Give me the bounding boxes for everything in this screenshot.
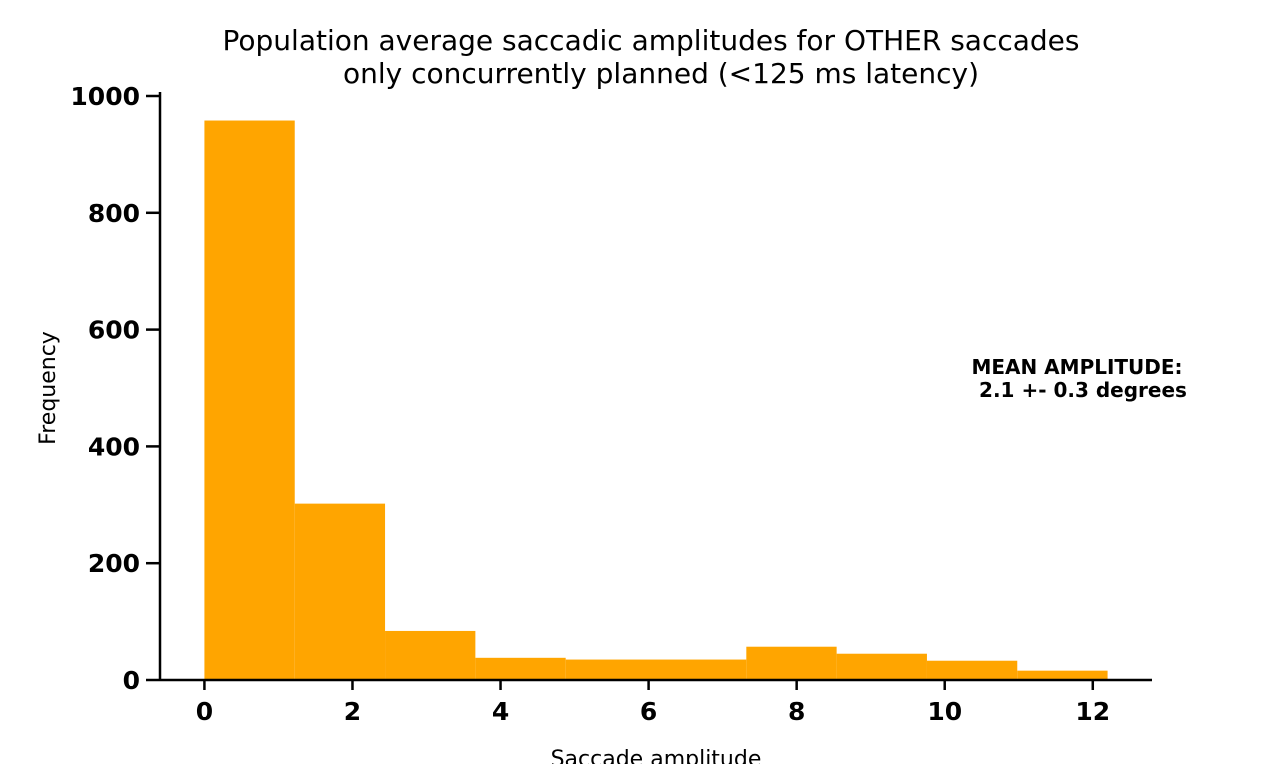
axes-group [158,92,1152,682]
x-tick-label: 4 [492,697,509,726]
bars-group [204,120,1108,680]
chart-title-line-1: Population average saccadic amplitudes f… [223,24,1080,57]
y-tick-label: 1000 [70,82,140,111]
y-tick-label: 400 [88,432,140,461]
x-tick-label: 6 [640,697,657,726]
x-tick-label: 10 [927,697,962,726]
mean-amplitude-annotation-line-1: MEAN AMPLITUDE: [971,355,1182,379]
x-tick-label: 12 [1075,697,1110,726]
mean-amplitude-annotation-line-2: 2.1 +- 0.3 degrees [979,378,1187,402]
histogram-bar [656,659,747,680]
y-ticks-group: 0 200 400 600 800 1000 [70,82,160,695]
y-tick-label: 200 [88,549,140,578]
histogram-bar [746,646,837,680]
y-tick-label: 800 [88,199,140,228]
y-tick-label: 0 [123,666,140,695]
x-tick-label: 0 [196,697,213,726]
histogram-bar [204,120,295,680]
x-tick-label: 8 [788,697,805,726]
histogram-bar [926,660,1018,680]
histogram-bar [385,630,476,680]
x-axis-label: Saccade amplitude [551,747,762,764]
y-axis-label: Frequency [36,331,61,445]
histogram-bar [475,657,566,680]
histogram-bar [294,503,386,680]
chart-title-line-2: only concurrently planned (<125 ms laten… [343,57,979,90]
histogram-bar [836,653,927,680]
histogram-bar [1017,670,1108,680]
x-ticks-group: 0 2 4 6 8 10 12 [196,680,1110,726]
x-tick-label: 2 [344,697,361,726]
y-tick-label: 600 [88,316,140,345]
histogram-bar [565,659,656,680]
